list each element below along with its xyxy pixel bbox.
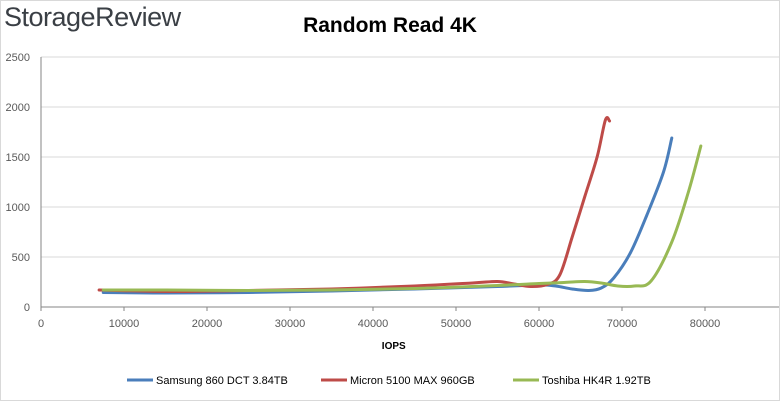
x-tick-label: 60000 [524, 318, 555, 330]
chart-title: Random Read 4K [303, 14, 477, 37]
legend-label: Samsung 860 DCT 3.84TB [156, 375, 288, 387]
y-tick-label: 500 [12, 252, 30, 264]
y-tick-label: 0 [24, 302, 30, 314]
storagereview-logo: StorageReview [4, 2, 181, 32]
series-line-3 [101, 144, 703, 292]
x-tick-label: 30000 [275, 318, 306, 330]
legend-label: Toshiba HK4R 1.92TB [542, 375, 651, 387]
x-tick-label: 40000 [358, 318, 389, 330]
x-tick-label: 70000 [607, 318, 638, 330]
x-tick-label: 0 [38, 318, 44, 330]
x-tick-label: 50000 [441, 318, 472, 330]
series-line-2 [97, 116, 612, 294]
y-tick-label: 1500 [6, 152, 30, 164]
y-tick-label: 1000 [6, 202, 30, 214]
x-axis-title: IOPS [382, 341, 406, 352]
x-tick-label: 10000 [109, 318, 140, 330]
series-line-1 [101, 136, 674, 295]
y-tick-label: 2000 [6, 102, 30, 114]
legend-label: Micron 5100 MAX 960GB [350, 375, 475, 387]
y-tick-label: 2500 [6, 52, 30, 64]
x-tick-label: 20000 [192, 318, 223, 330]
x-tick-label: 80000 [690, 318, 721, 330]
